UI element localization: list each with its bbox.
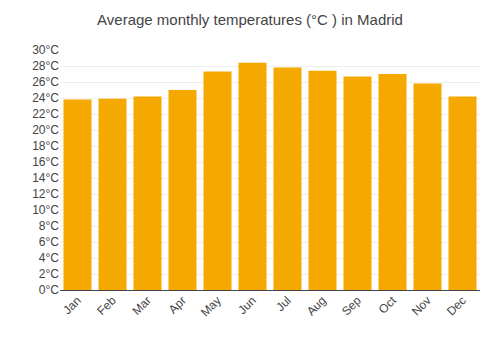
svg-text:Jul: Jul	[273, 293, 294, 314]
svg-text:Aug: Aug	[304, 293, 329, 318]
svg-text:Jan: Jan	[60, 293, 84, 317]
svg-text:Mar: Mar	[129, 293, 154, 318]
svg-text:6°C: 6°C	[39, 235, 59, 249]
svg-text:12°C: 12°C	[32, 187, 59, 201]
svg-text:Average monthly temperatures (: Average monthly temperatures (°C ) in Ma…	[97, 11, 403, 28]
svg-text:28°C: 28°C	[32, 59, 59, 73]
svg-text:30°C: 30°C	[32, 43, 59, 57]
svg-text:22°C: 22°C	[32, 107, 59, 121]
svg-text:Nov: Nov	[409, 293, 434, 318]
svg-text:0°C: 0°C	[39, 283, 59, 297]
svg-text:Oct: Oct	[376, 293, 400, 317]
svg-text:Feb: Feb	[94, 293, 119, 318]
svg-text:18°C: 18°C	[32, 139, 59, 153]
svg-text:2°C: 2°C	[39, 267, 59, 281]
svg-text:20°C: 20°C	[32, 123, 59, 137]
svg-text:10°C: 10°C	[32, 203, 59, 217]
svg-text:Jun: Jun	[235, 293, 259, 317]
svg-text:Apr: Apr	[166, 293, 189, 316]
svg-text:8°C: 8°C	[39, 219, 59, 233]
svg-text:May: May	[198, 293, 224, 319]
svg-text:24°C: 24°C	[32, 91, 59, 105]
svg-text:14°C: 14°C	[32, 171, 59, 185]
svg-text:26°C: 26°C	[32, 75, 59, 89]
svg-text:Sep: Sep	[339, 293, 364, 318]
svg-text:Dec: Dec	[444, 293, 469, 318]
svg-text:16°C: 16°C	[32, 155, 59, 169]
svg-text:4°C: 4°C	[39, 251, 59, 265]
